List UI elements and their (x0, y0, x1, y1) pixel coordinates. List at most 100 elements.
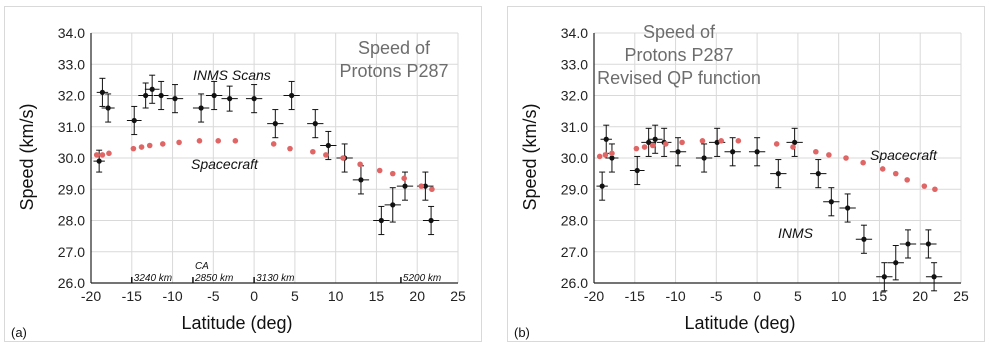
spacecraft-data-point (596, 153, 603, 160)
x-tick-label: 25 (953, 288, 969, 304)
y-tick-label: 28.0 (58, 213, 85, 229)
inms-data-point (792, 139, 798, 145)
y-tick-label: 33.0 (58, 56, 85, 72)
spacecraft-data-point (323, 152, 329, 158)
y-tick-label: 34.0 (561, 25, 588, 41)
inms-data-point (861, 236, 867, 242)
spacecraft-data-point (602, 152, 609, 158)
spacecraft-data-point (418, 183, 425, 189)
spacecraft-data-point (93, 152, 100, 158)
y-tick-label: 30.0 (58, 150, 85, 166)
distance-label: 3130 km (256, 273, 294, 284)
x-tick-label: 20 (409, 288, 425, 304)
x-tick-label: 15 (369, 288, 385, 304)
distance-label: 3240 km (134, 273, 172, 284)
spacecraft-data-point (146, 142, 153, 149)
x-tick-label: -10 (162, 288, 182, 304)
inms-data-point (609, 155, 615, 161)
spacecraft-data-point (130, 145, 137, 152)
inms-data-point (775, 171, 781, 177)
spacecraft-data-point (389, 170, 396, 177)
y-tick-label: 28.0 (561, 213, 588, 229)
spacecraft-data-point (340, 155, 346, 161)
spacecraft-series-label: Spacecraft (870, 147, 938, 163)
inms-data-point (402, 183, 408, 189)
y-tick-label: 29.0 (561, 181, 588, 197)
chart-title-line: Protons P287 (339, 61, 448, 81)
inms-data-point (227, 96, 233, 102)
panel-label: (b) (514, 325, 530, 340)
inms-data-point (96, 158, 102, 164)
inms-data-point (815, 171, 821, 177)
x-tick-label: 10 (831, 288, 847, 304)
inms-data-point (143, 92, 149, 99)
spacecraft-data-point (176, 139, 182, 146)
spacecraft-data-point (773, 141, 780, 147)
spacecraft-data-point (270, 141, 277, 147)
y-tick-label: 26.0 (58, 275, 85, 291)
y-tick-label: 27.0 (58, 244, 85, 260)
spacecraft-series-label: Spacecraft (191, 156, 259, 172)
spacecraft-data-point (138, 144, 145, 150)
inms-data-point (646, 139, 652, 145)
x-tick-label: 15 (872, 288, 888, 304)
inms-data-point (251, 96, 257, 102)
inms-data-point (634, 167, 640, 174)
chart-panel-b: -20 -15 -10 -5 0 5 10 15 20 25 26.0 27.0 28.0 29.0 30.… (507, 6, 985, 342)
spacecraft-data-point (99, 152, 106, 158)
x-tick-label: -15 (625, 288, 645, 304)
spacecraft-data-point (699, 138, 706, 144)
spacecraft-data-point (609, 150, 615, 157)
inms-data-point (378, 217, 384, 224)
y-tick-label: 31.0 (58, 119, 85, 135)
inms-data-point (289, 92, 295, 99)
spacecraft-data-point (429, 186, 435, 193)
inms-data-point (99, 89, 106, 95)
x-tick-label: -5 (207, 288, 220, 304)
spacecraft-data-point (932, 186, 938, 193)
y-tick-label: 32.0 (58, 88, 85, 104)
spacecraft-data-point (159, 141, 166, 147)
inms-data-point (390, 202, 396, 208)
spacecraft-data-point (790, 144, 796, 150)
y-tick-label: 26.0 (561, 275, 588, 291)
inms-data-point (925, 241, 931, 247)
inms-data-point (701, 155, 707, 161)
x-tick-label: 5 (794, 288, 802, 304)
inms-data-point (158, 92, 164, 99)
y-tick-label: 31.0 (561, 119, 588, 135)
spacecraft-data-point (662, 141, 669, 147)
chart-title-line: Protons P287 (624, 45, 733, 65)
inms-data-point (652, 136, 658, 142)
spacecraft-data-point (843, 155, 849, 161)
inms-data-point (211, 92, 217, 99)
inms-data-point (893, 260, 899, 266)
y-tick-label: 29.0 (58, 181, 85, 197)
x-tick-label: 5 (291, 288, 299, 304)
chart-b-svg: -20 -15 -10 -5 0 5 10 15 20 25 26.0 27.0 28.0 29.0 30.… (514, 22, 969, 340)
spacecraft-data-point (904, 177, 910, 183)
distance-label: 2850 km (194, 273, 233, 284)
inms-data-point (905, 241, 911, 247)
x-tick-label: 20 (912, 288, 928, 304)
spacecraft-data-point (232, 138, 239, 144)
spacecraft-data-point (921, 183, 928, 189)
spacecraft-data-point (860, 159, 866, 166)
inms-data-point (272, 121, 278, 127)
y-axis-label: Speed (km/s) (520, 103, 540, 210)
inms-data-point (312, 121, 318, 127)
x-tick-label: -15 (122, 288, 142, 304)
panel-label: (a) (11, 325, 27, 340)
inms-data-point (131, 117, 137, 124)
spacecraft-data-point (826, 152, 832, 158)
inms-data-point (931, 274, 937, 280)
inms-data-point (675, 149, 681, 155)
x-tick-label: -20 (81, 288, 101, 304)
spacecraft-data-point (892, 170, 899, 177)
x-tick-label: 25 (450, 288, 466, 304)
spacecraft-data-point (649, 142, 656, 149)
x-tick-label: -20 (584, 288, 604, 304)
chart-title-line: Revised QP function (597, 68, 761, 88)
chart-title-line: Speed of (358, 38, 431, 58)
inms-data-point (198, 105, 204, 111)
